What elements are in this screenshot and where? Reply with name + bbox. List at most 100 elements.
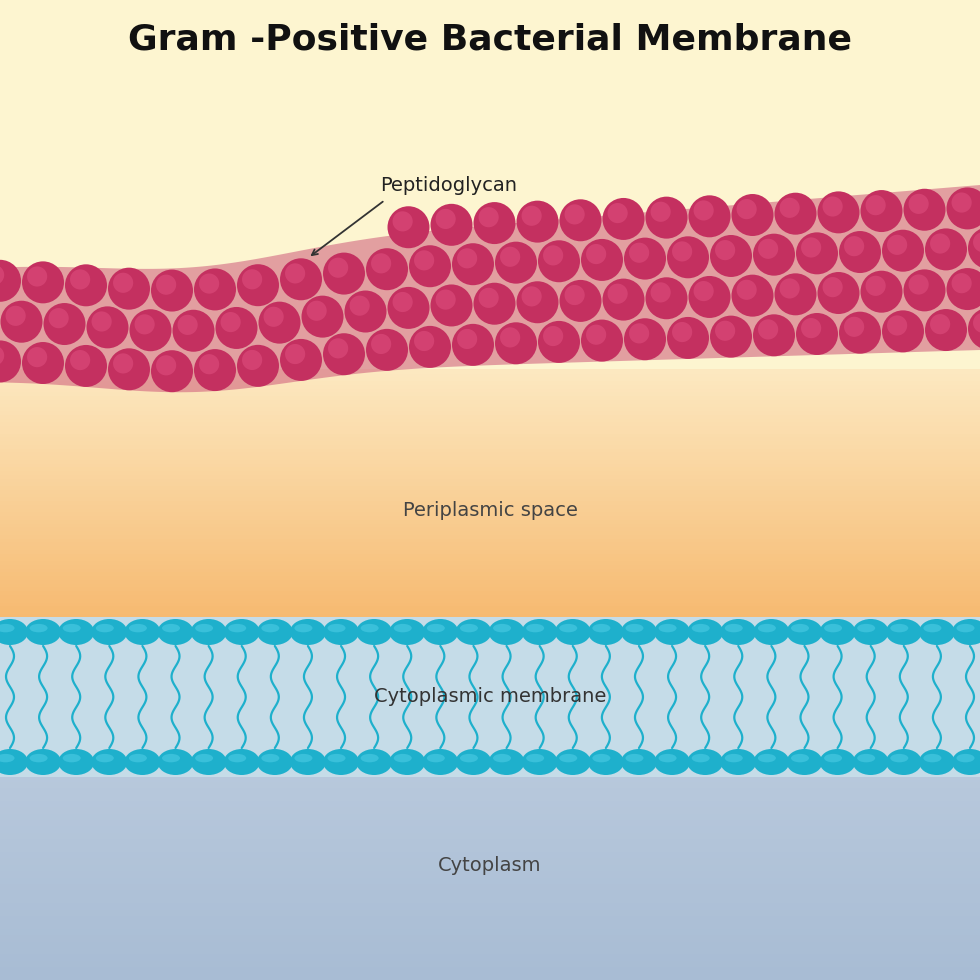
Ellipse shape bbox=[257, 749, 293, 775]
Circle shape bbox=[452, 323, 494, 366]
Ellipse shape bbox=[493, 624, 511, 632]
Circle shape bbox=[646, 277, 688, 319]
Circle shape bbox=[113, 354, 133, 373]
Bar bbox=[0, 813, 980, 820]
Circle shape bbox=[865, 275, 886, 296]
Bar bbox=[0, 497, 980, 501]
Circle shape bbox=[817, 272, 859, 314]
Bar bbox=[0, 384, 980, 389]
Circle shape bbox=[737, 199, 757, 220]
Circle shape bbox=[952, 273, 972, 293]
Bar bbox=[0, 470, 980, 475]
Circle shape bbox=[216, 307, 258, 349]
Bar bbox=[0, 564, 980, 568]
Bar bbox=[0, 620, 980, 625]
Circle shape bbox=[156, 274, 176, 295]
Bar bbox=[0, 554, 980, 558]
Bar bbox=[0, 852, 980, 858]
Ellipse shape bbox=[162, 754, 180, 762]
Circle shape bbox=[731, 194, 773, 236]
Circle shape bbox=[478, 288, 499, 308]
Ellipse shape bbox=[758, 624, 776, 632]
Circle shape bbox=[860, 270, 903, 313]
Circle shape bbox=[0, 265, 4, 285]
Bar bbox=[0, 743, 980, 750]
Circle shape bbox=[237, 265, 279, 306]
Bar bbox=[0, 710, 980, 717]
Ellipse shape bbox=[191, 619, 226, 645]
Ellipse shape bbox=[460, 754, 478, 762]
Bar bbox=[0, 845, 980, 852]
Circle shape bbox=[91, 312, 112, 331]
Bar bbox=[0, 672, 980, 679]
Bar bbox=[0, 749, 980, 756]
Circle shape bbox=[882, 311, 924, 353]
Ellipse shape bbox=[0, 754, 15, 762]
Circle shape bbox=[839, 312, 881, 354]
Circle shape bbox=[237, 345, 279, 387]
Circle shape bbox=[624, 318, 666, 361]
Circle shape bbox=[409, 326, 451, 368]
Circle shape bbox=[908, 274, 929, 295]
Ellipse shape bbox=[521, 749, 558, 775]
Ellipse shape bbox=[919, 619, 955, 645]
Circle shape bbox=[822, 277, 843, 297]
Circle shape bbox=[414, 250, 434, 270]
Bar bbox=[0, 632, 980, 636]
Circle shape bbox=[839, 231, 881, 273]
Bar bbox=[0, 826, 980, 833]
Bar bbox=[0, 723, 980, 730]
Ellipse shape bbox=[791, 624, 808, 632]
Bar bbox=[0, 761, 980, 768]
Circle shape bbox=[779, 278, 800, 299]
Ellipse shape bbox=[394, 624, 412, 632]
Bar bbox=[0, 304, 980, 380]
Bar bbox=[0, 935, 980, 942]
Circle shape bbox=[323, 333, 365, 375]
Bar bbox=[0, 429, 980, 434]
Circle shape bbox=[822, 196, 843, 217]
Bar bbox=[0, 595, 980, 599]
Circle shape bbox=[947, 269, 980, 310]
Circle shape bbox=[280, 339, 322, 381]
Bar bbox=[0, 515, 980, 520]
Bar bbox=[0, 591, 980, 595]
Circle shape bbox=[108, 348, 150, 390]
Ellipse shape bbox=[456, 749, 491, 775]
Ellipse shape bbox=[692, 754, 710, 762]
Ellipse shape bbox=[223, 619, 260, 645]
Circle shape bbox=[968, 227, 980, 270]
Bar bbox=[0, 456, 980, 460]
Circle shape bbox=[430, 204, 472, 246]
Ellipse shape bbox=[162, 624, 180, 632]
Ellipse shape bbox=[560, 624, 577, 632]
Circle shape bbox=[70, 270, 90, 289]
Ellipse shape bbox=[819, 619, 856, 645]
Circle shape bbox=[516, 281, 559, 323]
Circle shape bbox=[801, 237, 821, 258]
Bar bbox=[0, 527, 980, 531]
Circle shape bbox=[1, 301, 42, 343]
Ellipse shape bbox=[124, 619, 161, 645]
Bar bbox=[0, 486, 980, 490]
Ellipse shape bbox=[427, 754, 445, 762]
Circle shape bbox=[22, 342, 64, 384]
Circle shape bbox=[925, 228, 967, 270]
Ellipse shape bbox=[257, 619, 293, 645]
Ellipse shape bbox=[555, 749, 591, 775]
Circle shape bbox=[495, 242, 537, 283]
Ellipse shape bbox=[654, 749, 690, 775]
Circle shape bbox=[70, 350, 90, 370]
Circle shape bbox=[0, 340, 21, 382]
Bar bbox=[0, 493, 980, 498]
Circle shape bbox=[516, 201, 559, 243]
Ellipse shape bbox=[923, 624, 942, 632]
Circle shape bbox=[564, 204, 585, 224]
Ellipse shape bbox=[489, 619, 524, 645]
Bar bbox=[0, 640, 980, 644]
Ellipse shape bbox=[356, 619, 392, 645]
Circle shape bbox=[844, 236, 864, 256]
Ellipse shape bbox=[327, 624, 346, 632]
Bar bbox=[0, 636, 980, 640]
Ellipse shape bbox=[223, 749, 260, 775]
